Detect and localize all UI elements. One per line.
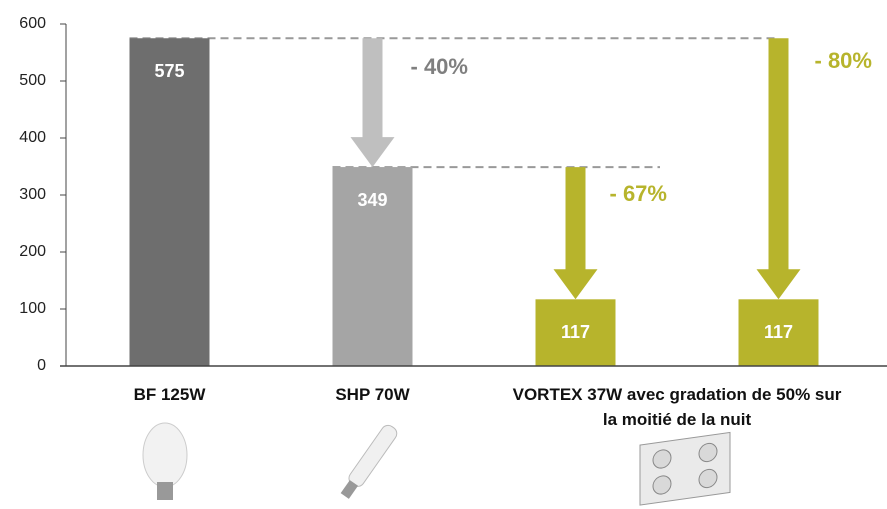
chart: 0 100 200 300 400 500 600 575 349 117 117 - 40% - 67…	[0, 0, 887, 509]
x-tick-label: BF 125W	[90, 382, 250, 407]
reduction-arrow	[757, 38, 801, 299]
vortex-module	[640, 432, 730, 505]
y-tick-label: 500	[19, 72, 46, 89]
page: 0 100 200 300 400 500 600 575 349 117 117 - 40% - 67…	[0, 0, 887, 509]
y-tick-label: 100	[19, 300, 46, 317]
y-tick-label: 400	[19, 129, 46, 146]
reduction-arrow	[554, 167, 598, 299]
value-label: 575	[154, 61, 184, 81]
reduction-label: - 67%	[610, 181, 667, 206]
reduction-label: - 80%	[815, 48, 872, 73]
value-label: 117	[561, 322, 590, 342]
y-tick-label: 0	[37, 357, 46, 374]
bulb-bf	[143, 423, 187, 500]
x-tick-label: SHP 70W	[293, 382, 453, 407]
y-tick-label: 200	[19, 243, 46, 260]
bar	[130, 38, 210, 366]
x-tick-label: VORTEX 37W avec gradation de 50% sur la …	[507, 382, 847, 432]
reduction-label: - 40%	[411, 54, 468, 79]
y-tick-label: 300	[19, 186, 46, 203]
reduction-arrow	[351, 38, 395, 167]
value-label: 349	[357, 190, 387, 210]
y-tick-label: 600	[19, 15, 46, 32]
value-label: 117	[764, 322, 793, 342]
bulb-shp	[338, 423, 399, 501]
